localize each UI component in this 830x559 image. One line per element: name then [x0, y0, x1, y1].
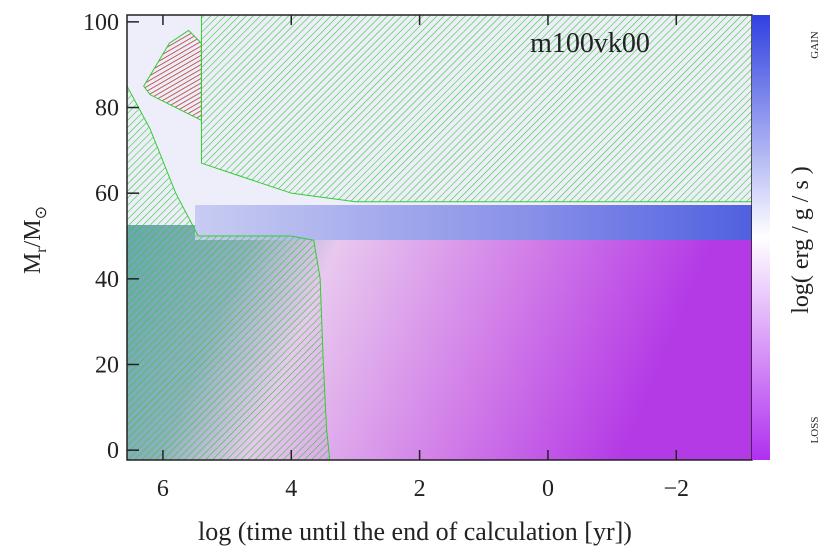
- y-axis-label: Mr/M⊙: [20, 206, 50, 274]
- y-label-sub: r: [33, 247, 50, 253]
- x-tick-label: 0: [542, 476, 554, 502]
- y-label-sub: ⊙: [33, 206, 50, 219]
- colorbar-top-label: GAIN: [809, 31, 821, 59]
- colorbar: [752, 15, 770, 460]
- y-tick-label: 100: [83, 10, 119, 36]
- x-tick-label: 4: [285, 476, 297, 502]
- y-tick-label: 80: [95, 96, 119, 122]
- y-label-part: /M: [20, 219, 46, 247]
- x-axis-label: log (time until the end of calculation […: [198, 517, 632, 546]
- plot-area: [126, 14, 753, 461]
- colorbar-bottom-label: LOSS: [809, 417, 821, 444]
- convective-zone: [143, 29, 202, 122]
- y-tick-label: 40: [95, 267, 119, 293]
- x-tick-label: −2: [664, 476, 690, 502]
- y-tick-label: 0: [107, 438, 119, 464]
- y-tick-label: 20: [95, 352, 119, 378]
- colorbar-label: log( erg / g / s ): [788, 166, 814, 314]
- annotation: m100vk00: [530, 28, 650, 59]
- x-tick-label: 6: [157, 476, 169, 502]
- x-tick-label: 2: [414, 476, 426, 502]
- energy-band: [195, 205, 752, 240]
- y-label-part: M: [20, 253, 46, 274]
- y-tick-label: 60: [95, 181, 119, 207]
- convective-zone: [200, 14, 753, 203]
- convective-zone: [126, 85, 331, 461]
